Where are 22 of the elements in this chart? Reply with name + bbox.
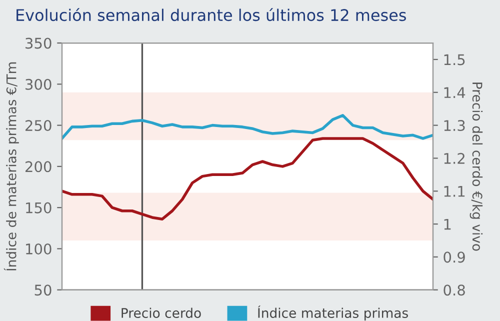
y2-axis-title: Precio del cerdo €/kg vivo: [470, 82, 483, 251]
y-tick-label: 50: [34, 284, 52, 296]
y2-tick-label: 1.4: [444, 87, 466, 98]
y-tick-label: 250: [26, 120, 52, 132]
y2-tick-label: 1.5: [444, 54, 465, 66]
y-tick-label: 350: [26, 38, 52, 49]
y2-tick-label: 1.1: [444, 186, 465, 197]
line-series: [62, 114, 433, 140]
legend-label: Precio cerdo: [122, 308, 201, 318]
y-tick-label: 100: [26, 243, 52, 254]
y2-tick-label: 0.8: [444, 284, 465, 296]
y-tick-label: 200: [26, 161, 52, 172]
line-series: [62, 137, 433, 220]
y2-tick-label: 0.9: [444, 252, 465, 263]
y2-tick-label: 1.2: [444, 152, 464, 164]
y-tick-label: 300: [26, 78, 52, 90]
y-tick-label: 150: [26, 202, 52, 214]
legend-label: Índice materias primas: [258, 306, 408, 321]
y2-tick-label: 1: [444, 218, 451, 230]
chart-title: Evolución semanal durante los últimos 12 meses: [16, 8, 406, 22]
y2-tick-label: 1.3: [444, 120, 465, 132]
y-axis-title: Índice de materias primas €/Tm: [4, 62, 19, 271]
